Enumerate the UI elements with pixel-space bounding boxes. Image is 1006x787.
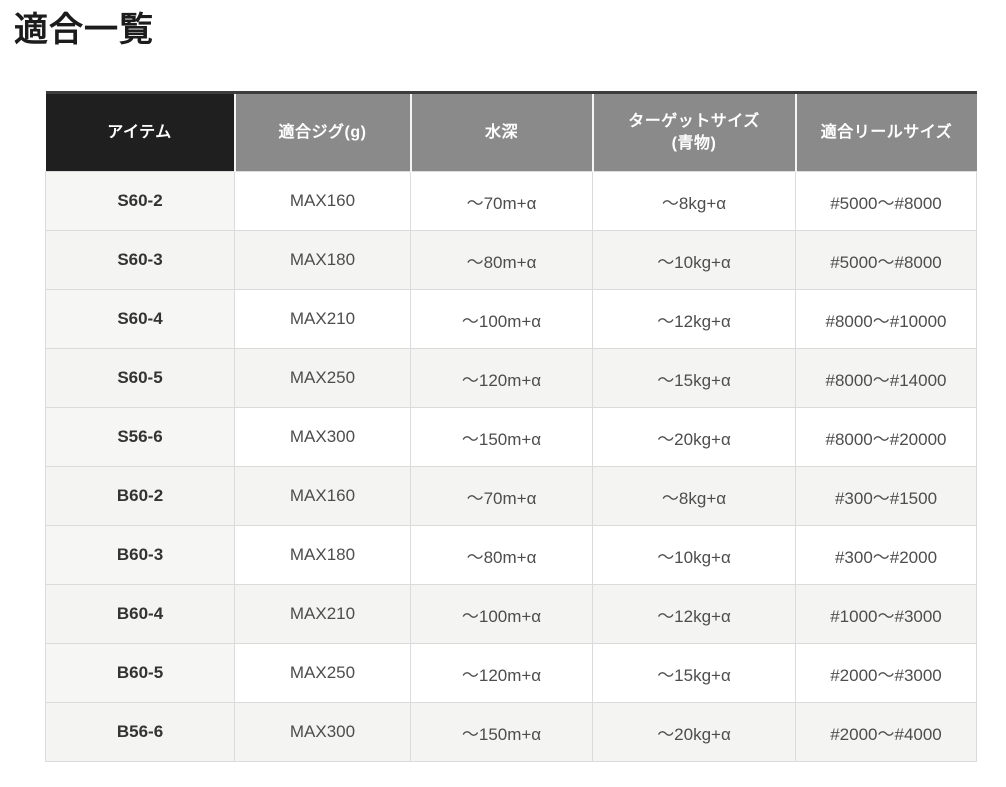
cell-reel: #1000〜#3000 [795, 584, 977, 644]
cell-depth: 〜80m+α [410, 525, 593, 585]
cell-target: 〜8kg+α [592, 466, 796, 526]
cell-target: 〜20kg+α [592, 407, 796, 467]
cell-target: 〜20kg+α [592, 702, 796, 762]
cell-reel: #5000〜#8000 [795, 230, 977, 290]
table-row: B60-4 MAX210 〜100m+α 〜12kg+α #1000〜#3000 [45, 584, 977, 644]
column-header-reel: 適合リールサイズ [794, 92, 977, 172]
table-row: B60-5 MAX250 〜120m+α 〜15kg+α #2000〜#3000 [45, 643, 977, 703]
cell-depth: 〜100m+α [410, 584, 593, 644]
cell-target: 〜12kg+α [592, 584, 796, 644]
cell-target: 〜10kg+α [592, 230, 796, 290]
cell-jig: MAX160 [234, 466, 411, 526]
cell-depth: 〜120m+α [410, 643, 593, 703]
cell-item: S60-4 [45, 289, 235, 349]
cell-item: S60-3 [45, 230, 235, 290]
cell-target: 〜8kg+α [592, 171, 796, 231]
cell-depth: 〜150m+α [410, 702, 593, 762]
cell-jig: MAX160 [234, 171, 411, 231]
column-header-target: ターゲットサイズ (青物) [591, 92, 796, 172]
cell-depth: 〜70m+α [410, 466, 593, 526]
table-row: S60-3 MAX180 〜80m+α 〜10kg+α #5000〜#8000 [45, 230, 977, 290]
cell-item: S60-2 [45, 171, 235, 231]
compatibility-table-container: アイテム 適合ジグ(g) 水深 ターゲットサイズ (青物) 適合リールサイズ S… [45, 91, 977, 762]
cell-item: B60-4 [45, 584, 235, 644]
cell-item: B56-6 [45, 702, 235, 762]
cell-jig: MAX250 [234, 348, 411, 408]
cell-depth: 〜100m+α [410, 289, 593, 349]
column-header-jig: 適合ジグ(g) [233, 92, 411, 172]
table-row: S60-2 MAX160 〜70m+α 〜8kg+α #5000〜#8000 [45, 171, 977, 231]
cell-reel: #300〜#2000 [795, 525, 977, 585]
cell-reel: #5000〜#8000 [795, 171, 977, 231]
cell-target: 〜12kg+α [592, 289, 796, 349]
cell-depth: 〜80m+α [410, 230, 593, 290]
cell-reel: #300〜#1500 [795, 466, 977, 526]
cell-depth: 〜150m+α [410, 407, 593, 467]
cell-item: B60-2 [45, 466, 235, 526]
table-row: B56-6 MAX300 〜150m+α 〜20kg+α #2000〜#4000 [45, 702, 977, 762]
cell-reel: #2000〜#3000 [795, 643, 977, 703]
table-row: B60-3 MAX180 〜80m+α 〜10kg+α #300〜#2000 [45, 525, 977, 585]
column-header-item: アイテム [45, 92, 235, 172]
cell-target: 〜15kg+α [592, 348, 796, 408]
cell-reel: #2000〜#4000 [795, 702, 977, 762]
cell-depth: 〜70m+α [410, 171, 593, 231]
cell-jig: MAX210 [234, 584, 411, 644]
column-header-depth: 水深 [409, 92, 593, 172]
cell-item: S56-6 [45, 407, 235, 467]
header-row: アイテム 適合ジグ(g) 水深 ターゲットサイズ (青物) 適合リールサイズ [45, 92, 977, 172]
cell-target: 〜15kg+α [592, 643, 796, 703]
page-title: 適合一覧 [14, 11, 154, 49]
cell-jig: MAX210 [234, 289, 411, 349]
cell-target: 〜10kg+α [592, 525, 796, 585]
table-row: S60-5 MAX250 〜120m+α 〜15kg+α #8000〜#1400… [45, 348, 977, 408]
table-row: S56-6 MAX300 〜150m+α 〜20kg+α #8000〜#2000… [45, 407, 977, 467]
cell-jig: MAX250 [234, 643, 411, 703]
cell-jig: MAX300 [234, 407, 411, 467]
cell-jig: MAX300 [234, 702, 411, 762]
table-row: S60-4 MAX210 〜100m+α 〜12kg+α #8000〜#1000… [45, 289, 977, 349]
cell-reel: #8000〜#20000 [795, 407, 977, 467]
cell-reel: #8000〜#10000 [795, 289, 977, 349]
table-row: B60-2 MAX160 〜70m+α 〜8kg+α #300〜#1500 [45, 466, 977, 526]
cell-item: B60-5 [45, 643, 235, 703]
cell-item: S60-5 [45, 348, 235, 408]
cell-reel: #8000〜#14000 [795, 348, 977, 408]
cell-depth: 〜120m+α [410, 348, 593, 408]
cell-jig: MAX180 [234, 525, 411, 585]
cell-jig: MAX180 [234, 230, 411, 290]
compatibility-table: アイテム 適合ジグ(g) 水深 ターゲットサイズ (青物) 適合リールサイズ S… [45, 91, 977, 762]
cell-item: B60-3 [45, 525, 235, 585]
